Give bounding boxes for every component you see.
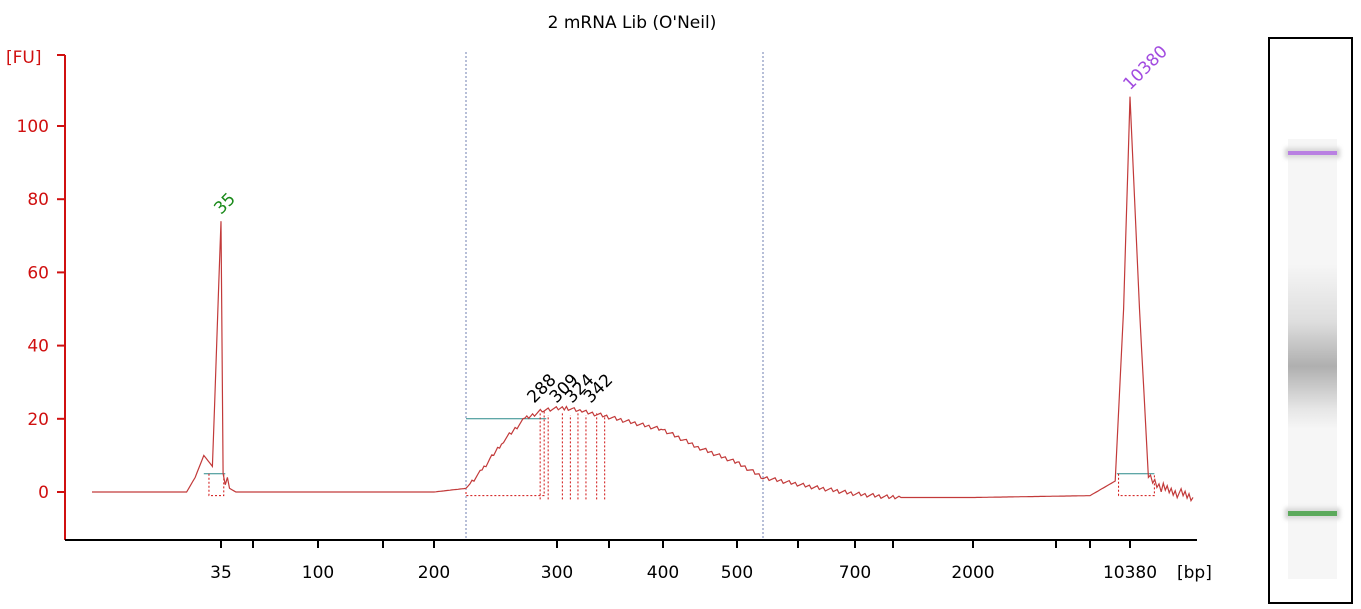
upper-marker-band [1288, 151, 1337, 155]
plot-layer: 0 20 40 60 80 100 35 100 200 300 400 500 700 2000 1038… [17, 42, 1194, 583]
y-tick-label: 20 [27, 410, 49, 430]
marker-peak-label: 10380 [1119, 42, 1171, 94]
library-smear-band [1288, 264, 1337, 429]
x-tick-label: 2000 [951, 563, 994, 583]
lower-marker-band [1288, 511, 1337, 516]
x-tick-label: 700 [839, 563, 871, 583]
x-tick-label: 100 [302, 563, 334, 583]
gel-lane-background [1288, 139, 1337, 579]
y-tick-label: 0 [38, 483, 49, 503]
region-outline [465, 409, 545, 497]
x-tick-label: 200 [418, 563, 450, 583]
gel-lane [1268, 37, 1353, 604]
y-tick-label: 40 [27, 337, 49, 357]
y-tick-label: 80 [27, 190, 49, 210]
x-tick-label: 500 [721, 563, 753, 583]
y-tick-label: 100 [17, 117, 49, 137]
lower-marker-peak-outline [208, 473, 225, 497]
x-tick-label: 35 [210, 563, 232, 583]
electropherogram-plot: 2 mRNA Lib (O'Neil) [FU] [bp] 0 20 40 60 80 1… [6, 13, 1212, 583]
electropherogram-trace [92, 96, 1194, 503]
marker-peak-label: 35 [210, 189, 239, 218]
upper-marker-peak-outline [1118, 473, 1155, 497]
x-axis-unit-label: [bp] [1177, 563, 1212, 583]
y-axis-unit-label: [FU] [6, 48, 42, 68]
x-tick-label: 300 [541, 563, 573, 583]
x-tick-label: 10380 [1103, 563, 1157, 583]
x-tick-label: 400 [647, 563, 679, 583]
chart-title: 2 mRNA Lib (O'Neil) [548, 13, 717, 33]
y-tick-label: 60 [27, 263, 49, 283]
